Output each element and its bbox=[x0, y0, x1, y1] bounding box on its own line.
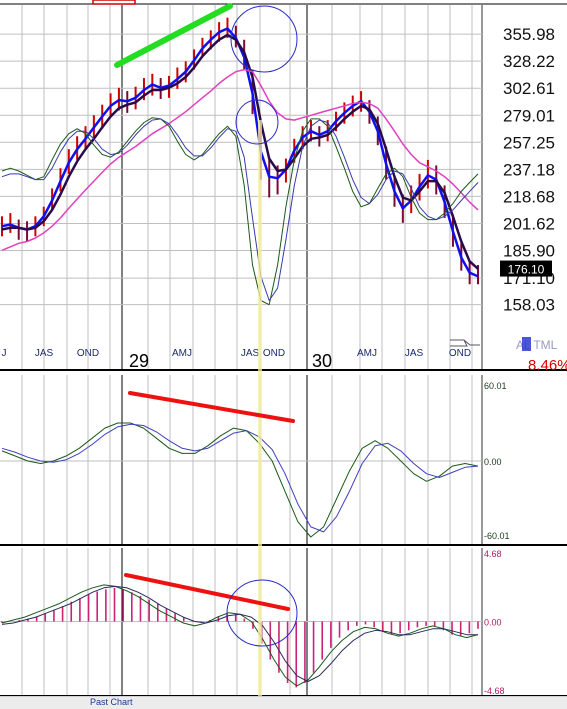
oscillator-panel: 60.01 0.00 -60.01 bbox=[0, 375, 567, 546]
price-tick-label: 257.25 bbox=[503, 133, 555, 152]
top-tab bbox=[92, 0, 136, 5]
series-cycle_b bbox=[1, 118, 479, 301]
pen-icon bbox=[450, 339, 480, 347]
osc-tick-label: 60.01 bbox=[484, 381, 507, 391]
last-price-box bbox=[500, 260, 552, 277]
year-label: 29 bbox=[129, 351, 149, 371]
histogram-panel: 4.68 0.00 -4.68 bbox=[0, 548, 567, 697]
year-label: 30 bbox=[312, 351, 332, 371]
month-label: JAS bbox=[35, 348, 54, 359]
red-trend-line-hist bbox=[124, 573, 290, 611]
past-chart-link[interactable]: Past Chart bbox=[90, 697, 133, 707]
month-label: J bbox=[2, 348, 7, 359]
price-tick-label: 302.61 bbox=[503, 79, 555, 98]
osc-tick-label: 0.00 bbox=[484, 457, 502, 467]
footer-bar: Past Chart bbox=[0, 696, 567, 709]
series-ma_mid bbox=[1, 33, 479, 270]
osc-tick-label: -60.01 bbox=[484, 531, 510, 541]
series-hist_line_b bbox=[1, 585, 478, 682]
price-tick-label: 355.98 bbox=[503, 25, 555, 44]
month-label: OND bbox=[263, 348, 285, 359]
corner-highlight bbox=[522, 337, 531, 351]
month-label: AMJ bbox=[357, 348, 377, 359]
green-trend-line bbox=[114, 3, 233, 68]
highlight-circle bbox=[230, 5, 298, 73]
change-label: 8.46% bbox=[528, 357, 567, 374]
last-price-label: 176.10 bbox=[508, 263, 545, 277]
price-panel: 355.98 328.22 302.61 279.01 257.25 237.18 218.… bbox=[0, 3, 567, 374]
hist-tick-label: 4.68 bbox=[484, 549, 502, 559]
highlight-circle bbox=[226, 579, 298, 647]
price-tick-label: 158.03 bbox=[503, 296, 555, 315]
month-label: OND bbox=[449, 348, 471, 359]
vertical-marker bbox=[258, 120, 262, 696]
price-tick-label: 201.62 bbox=[503, 214, 555, 233]
hist-tick-label: 0.00 bbox=[484, 618, 502, 628]
series-osc_slow bbox=[1, 423, 479, 533]
price-tick-label: 218.68 bbox=[503, 187, 555, 206]
price-tick-label: 185.90 bbox=[503, 242, 555, 261]
month-label: JAS bbox=[241, 348, 260, 359]
month-label: JAS bbox=[405, 348, 424, 359]
price-tick-label: 279.01 bbox=[503, 106, 555, 125]
price-tick-label: 237.18 bbox=[503, 160, 555, 179]
month-label: AMJ bbox=[172, 348, 192, 359]
series-ma_slow bbox=[1, 68, 479, 251]
highlight-circle bbox=[235, 99, 279, 145]
series-osc_fast bbox=[1, 422, 479, 538]
price-tick-label: 328.22 bbox=[503, 52, 555, 71]
red-trend-line-osc bbox=[128, 391, 295, 423]
hist-tick-label: -4.68 bbox=[484, 686, 505, 696]
month-label: OND bbox=[77, 348, 99, 359]
annotation-overlay bbox=[92, 0, 298, 696]
